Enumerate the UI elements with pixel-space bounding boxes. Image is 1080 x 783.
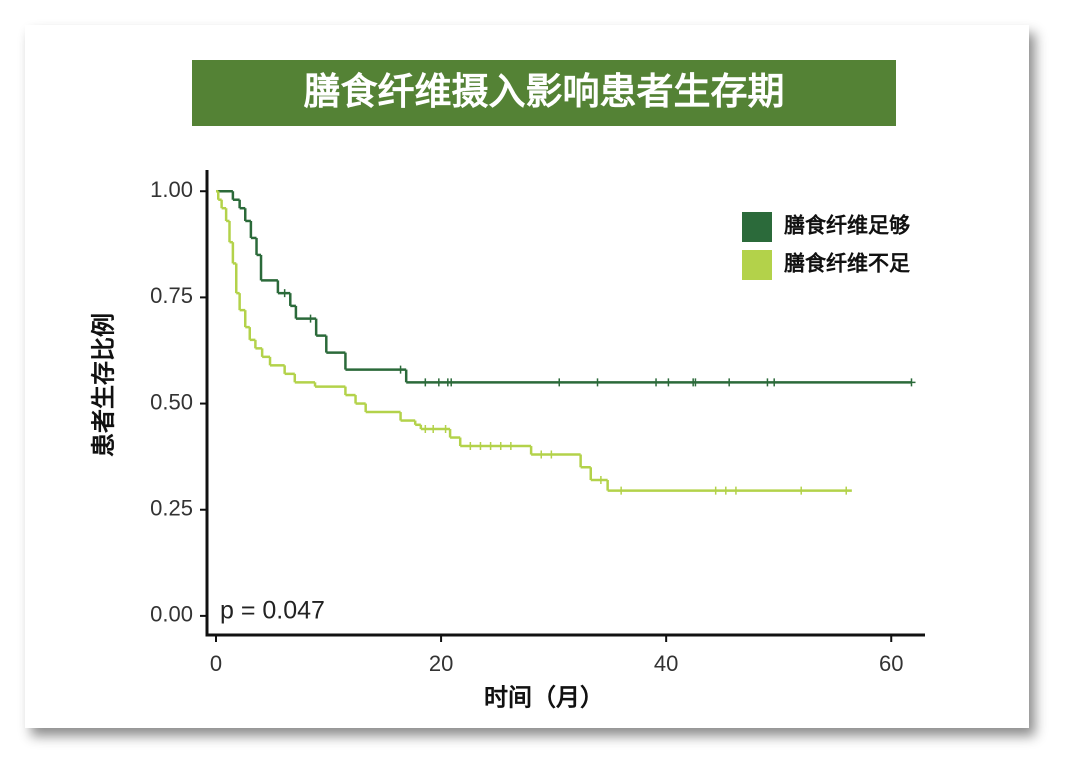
y-tick-label: 0.25 <box>150 496 193 521</box>
card <box>25 25 1029 728</box>
censor-mark <box>596 476 605 484</box>
censor-mark <box>434 378 443 387</box>
censor-mark <box>441 425 450 434</box>
censor-mark <box>421 378 430 387</box>
chart-title: 膳食纤维摄入影响患者生存期 <box>304 70 785 112</box>
x-tick-label: 0 <box>210 651 222 676</box>
censor-mark <box>711 486 720 495</box>
legend-label: 膳食纤维不足 <box>784 252 910 276</box>
legend-label: 膳食纤维足够 <box>784 214 910 238</box>
legend-swatch <box>742 212 772 242</box>
x-tick-label: 60 <box>879 651 903 676</box>
censor-mark <box>725 378 734 387</box>
censor-mark <box>691 378 700 387</box>
censor-mark <box>429 425 438 434</box>
censor-mark <box>842 486 851 495</box>
y-tick-label: 1.00 <box>150 177 193 202</box>
x-tick-label: 20 <box>429 651 453 676</box>
y-axis-label: 患者生存比例 <box>89 313 117 457</box>
censor-mark <box>476 442 485 451</box>
censor-mark <box>306 314 315 323</box>
censor-mark <box>537 450 546 459</box>
censor-mark <box>466 442 475 451</box>
censor-mark <box>907 378 916 387</box>
censor-mark <box>547 450 556 459</box>
censor-mark <box>486 442 495 451</box>
title-banner <box>192 60 896 126</box>
censor-mark <box>280 289 289 298</box>
y-tick-label: 0.00 <box>150 602 193 627</box>
y-tick-label: 0.50 <box>150 389 193 414</box>
p-value: p = 0.047 <box>220 597 325 625</box>
censor-mark <box>797 486 806 495</box>
legend-swatch <box>742 250 772 280</box>
censor-mark <box>555 378 564 387</box>
y-tick-label: 0.75 <box>150 283 193 308</box>
x-axis-label: 时间（月） <box>484 684 604 711</box>
censor-mark <box>763 378 772 387</box>
censor-mark <box>731 486 740 495</box>
censor-mark <box>421 425 430 434</box>
censor-mark <box>664 378 673 387</box>
censor-mark <box>593 378 602 387</box>
x-tick-label: 40 <box>654 651 678 676</box>
censor-mark <box>396 365 405 374</box>
censor-mark <box>652 378 661 387</box>
censor-mark <box>447 378 456 387</box>
censor-mark <box>506 442 515 451</box>
censor-mark <box>496 442 505 451</box>
censor-mark <box>721 486 730 495</box>
censor-mark <box>617 486 626 495</box>
censor-mark <box>770 378 779 387</box>
